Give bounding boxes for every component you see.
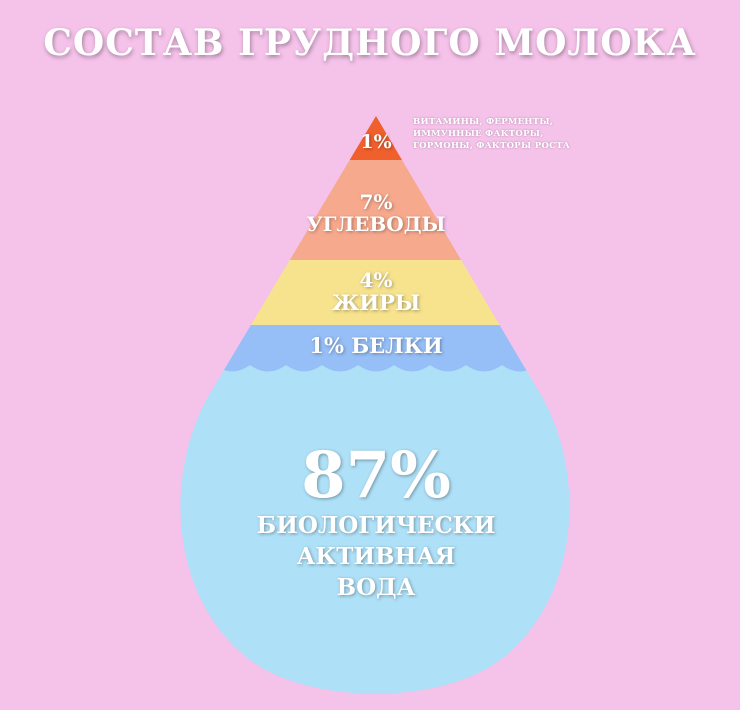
- carbs-name-label: УГЛЕВОДЫ: [306, 212, 446, 236]
- water-name-line: ВОДА: [336, 574, 416, 601]
- top-layer-note: ВИТАМИНЫ, ФЕРМЕНТЫ, ИММУННЫЕ ФАКТОРЫ, ГО…: [413, 116, 570, 152]
- proteins-label: 1% БЕЛКИ: [309, 333, 443, 358]
- page-title: СОСТАВ ГРУДНОГО МОЛОКА: [43, 22, 697, 64]
- water-name-line: АКТИВНАЯ: [296, 543, 456, 570]
- water-name-line: БИОЛОГИЧЕСКИ: [256, 512, 496, 539]
- water-percent-label: 87%: [301, 438, 451, 513]
- top-percent-label: 1%: [360, 131, 392, 153]
- note-line: ИММУННЫЕ ФАКТОРЫ,: [413, 129, 544, 139]
- note-line: ГОРМОНЫ, ФАКТОРЫ РОСТА: [413, 141, 571, 151]
- fats-percent-label: 4%: [359, 268, 393, 292]
- fats-name-label: ЖИРЫ: [331, 290, 421, 315]
- note-line: ВИТАМИНЫ, ФЕРМЕНТЫ,: [413, 117, 554, 127]
- water-layer: [180, 355, 570, 694]
- carbs-percent-label: 7%: [359, 190, 393, 214]
- proteins-layer: [180, 325, 570, 372]
